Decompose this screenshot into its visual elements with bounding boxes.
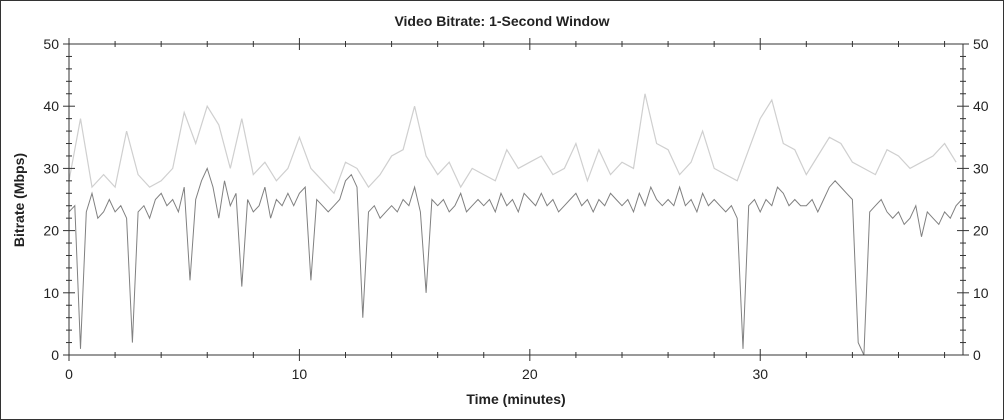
x-tick-label: 10 (292, 366, 308, 382)
chart-title: Video Bitrate: 1-Second Window (394, 13, 609, 29)
x-axis-title: Time (minutes) (466, 391, 565, 407)
y-tick-label-left: 0 (51, 347, 59, 363)
y-tick-label-right: 10 (973, 285, 989, 301)
y-tick-label-right: 50 (973, 36, 989, 52)
x-tick-label: 30 (752, 366, 768, 382)
y-tick-label-left: 30 (43, 160, 59, 176)
x-tick-label: 0 (65, 366, 73, 382)
series-line-0 (68, 93, 957, 195)
y-tick-label-left: 10 (43, 285, 59, 301)
y-tick-label-right: 30 (973, 160, 989, 176)
watermark-logo: FilmArena.cz (438, 211, 575, 236)
series-line-1 (68, 167, 963, 356)
y-axis-title: Bitrate (Mbps) (11, 153, 27, 247)
y-tick-label-right: 0 (973, 347, 981, 363)
y-tick-label-left: 20 (43, 223, 59, 239)
x-tick-label: 20 (522, 366, 538, 382)
y-tick-label-right: 20 (973, 223, 989, 239)
series-layer (68, 93, 963, 356)
y-tick-label-left: 40 (43, 98, 59, 114)
y-tick-label-left: 50 (43, 36, 59, 52)
y-tick-label-right: 40 (973, 98, 989, 114)
